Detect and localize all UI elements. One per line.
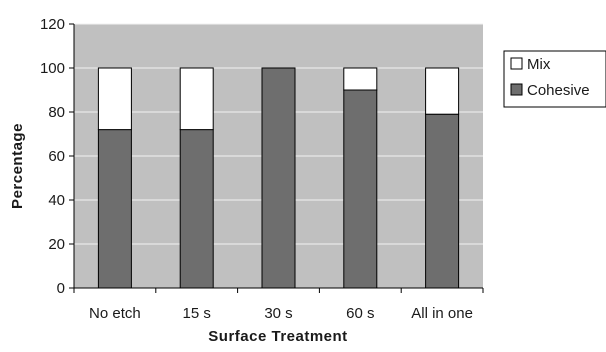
legend-swatch-cohesive [510, 83, 523, 96]
y-tick-label: 20 [48, 236, 65, 253]
bar-segment-cohesive [425, 113, 460, 289]
legend: Mix Cohesive [503, 50, 606, 108]
x-tick-label: All in one [411, 305, 473, 322]
bar-segment-cohesive [343, 89, 378, 289]
y-tick-label: 0 [57, 280, 65, 297]
y-ticks: 0 20 40 60 80 100 120 [40, 16, 74, 297]
bar-segment-mix [343, 67, 378, 91]
bar-segment-mix [425, 67, 460, 115]
bar-segment-cohesive [97, 129, 132, 289]
y-tick-label: 100 [40, 60, 65, 77]
legend-label-mix: Mix [527, 56, 551, 73]
x-ticks: No etch 15 s 30 s 60 s All in one [73, 288, 484, 322]
bar-segment-mix [97, 67, 132, 131]
bar-segment-cohesive [179, 129, 214, 289]
legend-swatch-mix [510, 57, 523, 70]
legend-label-cohesive: Cohesive [527, 82, 590, 99]
x-tick-label: 60 s [346, 305, 374, 322]
y-tick-label: 80 [48, 104, 65, 121]
x-tick-label: No etch [89, 305, 141, 322]
y-tick-label: 60 [48, 148, 65, 165]
y-tick-label: 120 [40, 16, 65, 33]
y-axis-title: Percentage [9, 123, 26, 209]
bar-segment-cohesive [261, 67, 296, 289]
bars [97, 67, 460, 289]
x-axis-title: Surface Treatment [208, 328, 347, 345]
bar-segment-mix [179, 67, 214, 131]
x-tick-label: 15 s [183, 305, 211, 322]
y-tick-label: 40 [48, 192, 65, 209]
x-tick-label: 30 s [264, 305, 292, 322]
